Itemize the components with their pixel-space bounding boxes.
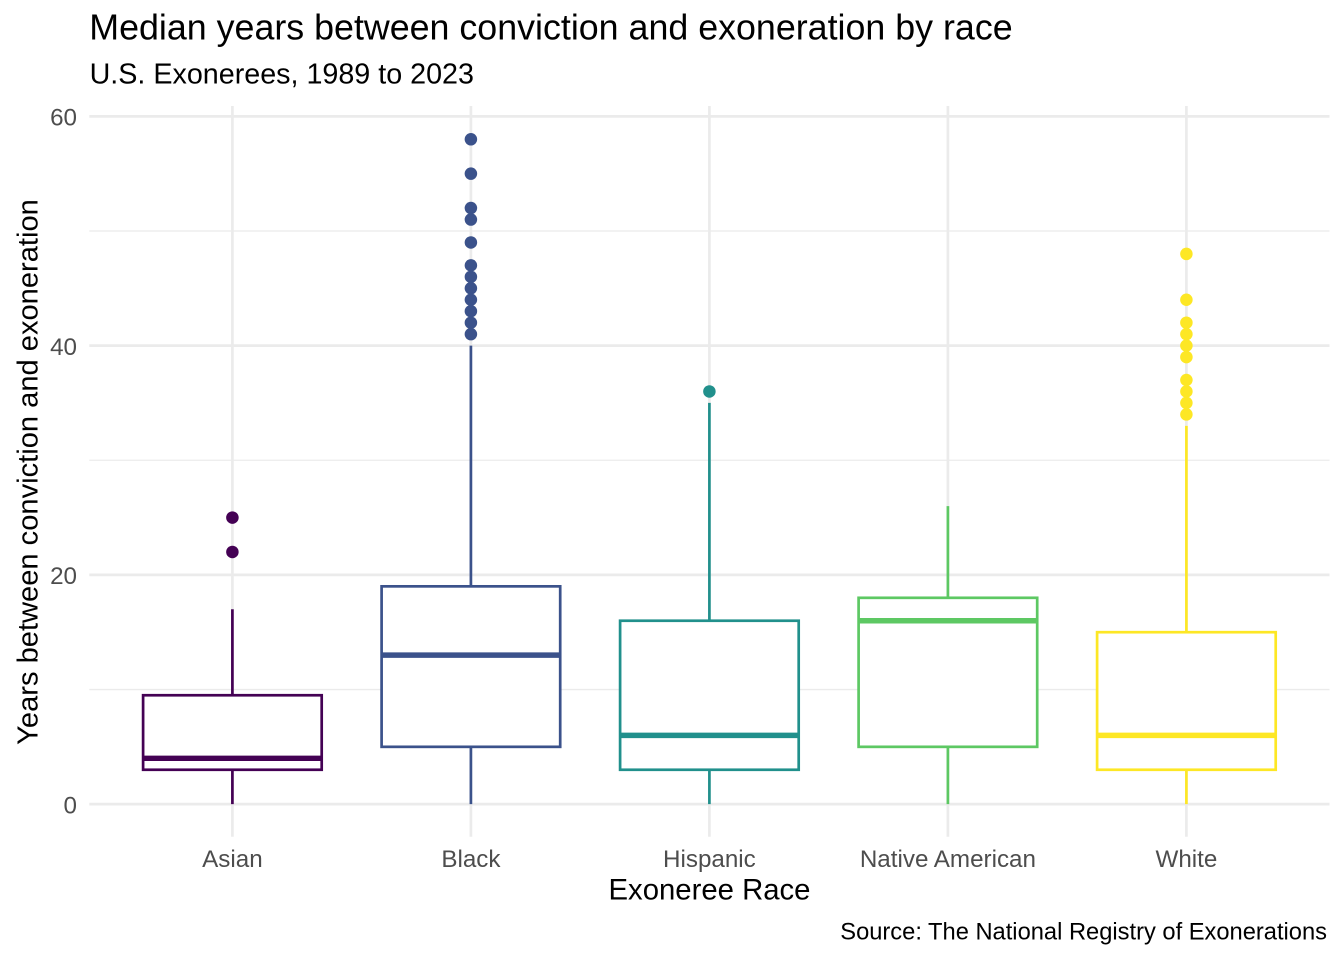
svg-text:Hispanic: Hispanic bbox=[663, 846, 756, 873]
svg-text:Exoneree Race: Exoneree Race bbox=[609, 874, 811, 907]
svg-text:Asian: Asian bbox=[202, 846, 263, 873]
svg-text:White: White bbox=[1155, 846, 1217, 873]
svg-text:Years between conviction and e: Years between conviction and exoneration bbox=[13, 199, 45, 745]
svg-text:40: 40 bbox=[50, 334, 77, 361]
svg-text:Median years between convictio: Median years between conviction and exon… bbox=[89, 7, 1012, 47]
svg-text:Native American: Native American bbox=[860, 846, 1036, 873]
svg-text:60: 60 bbox=[50, 105, 77, 132]
svg-text:Source: The National Registry: Source: The National Registry of Exonera… bbox=[840, 920, 1327, 946]
svg-text:0: 0 bbox=[64, 792, 77, 819]
svg-text:20: 20 bbox=[50, 563, 77, 590]
svg-text:Black: Black bbox=[441, 846, 501, 873]
svg-text:U.S. Exonerees, 1989 to 2023: U.S. Exonerees, 1989 to 2023 bbox=[90, 58, 474, 90]
